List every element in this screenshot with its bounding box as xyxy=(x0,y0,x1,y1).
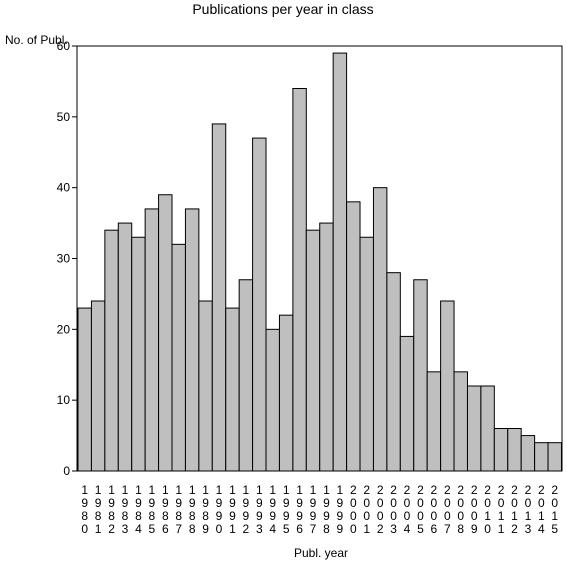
bar-1985 xyxy=(144,208,160,472)
bar-1990 xyxy=(211,123,227,472)
bar-2003 xyxy=(386,272,401,472)
bar-2002 xyxy=(372,187,388,472)
bar-2007 xyxy=(440,300,455,472)
bar-1983 xyxy=(117,222,133,472)
x-axis-title: Publ. year xyxy=(294,546,348,560)
bar-1988 xyxy=(184,208,200,472)
y-axis: 0 10 20 30 40 50 60 xyxy=(57,39,77,478)
bar-2004 xyxy=(399,335,415,472)
bar-1994 xyxy=(265,328,280,472)
bar-1981 xyxy=(90,300,106,472)
bar-2013 xyxy=(520,435,536,472)
bar-1989 xyxy=(198,300,213,472)
bar-1995 xyxy=(278,314,294,472)
y-tick-label: 50 xyxy=(57,110,71,124)
bar-2009 xyxy=(466,385,482,472)
bar-2008 xyxy=(453,371,468,472)
x-tick-labels: 1 9 8 0 1 9 8 1 1 9 8 2 1 9 8 3 1 9 8 4 1 9 8 5 1 9 8 6 1 9 8 7 1 9 8 8 1 9 8 9… xyxy=(81,483,558,536)
bar-2014 xyxy=(534,442,549,472)
bar-2001 xyxy=(359,236,374,472)
y-tick-label: 30 xyxy=(57,252,71,266)
bar-1997 xyxy=(305,229,321,472)
bar-1984 xyxy=(131,236,146,472)
bar-1992 xyxy=(238,279,254,472)
bar-2015 xyxy=(547,442,562,472)
bar-1996 xyxy=(292,88,307,472)
bar-1986 xyxy=(158,194,173,472)
bar-1982 xyxy=(104,229,119,472)
bar-2005 xyxy=(413,279,428,472)
bar-2010 xyxy=(480,385,495,472)
y-tick-label: 60 xyxy=(57,39,71,53)
y-axis-title: No. of Publ. xyxy=(5,33,68,47)
bar-1980 xyxy=(77,307,92,472)
y-tick-label: 40 xyxy=(57,181,71,195)
bar-1999 xyxy=(332,52,348,472)
bar-2012 xyxy=(507,428,522,472)
bar-1987 xyxy=(171,243,186,472)
bar-2006 xyxy=(426,371,442,472)
bars-group xyxy=(77,52,562,472)
y-tick-label: 20 xyxy=(57,322,71,336)
y-tick-label: 10 xyxy=(57,393,71,407)
bar-1998 xyxy=(319,222,334,472)
bar-1993 xyxy=(252,137,267,472)
bar-1991 xyxy=(225,307,240,472)
chart-title: Publications per year in class xyxy=(192,1,373,17)
bar-2000 xyxy=(346,201,361,472)
bar-2011 xyxy=(493,428,509,472)
y-tick-label: 0 xyxy=(63,464,70,478)
